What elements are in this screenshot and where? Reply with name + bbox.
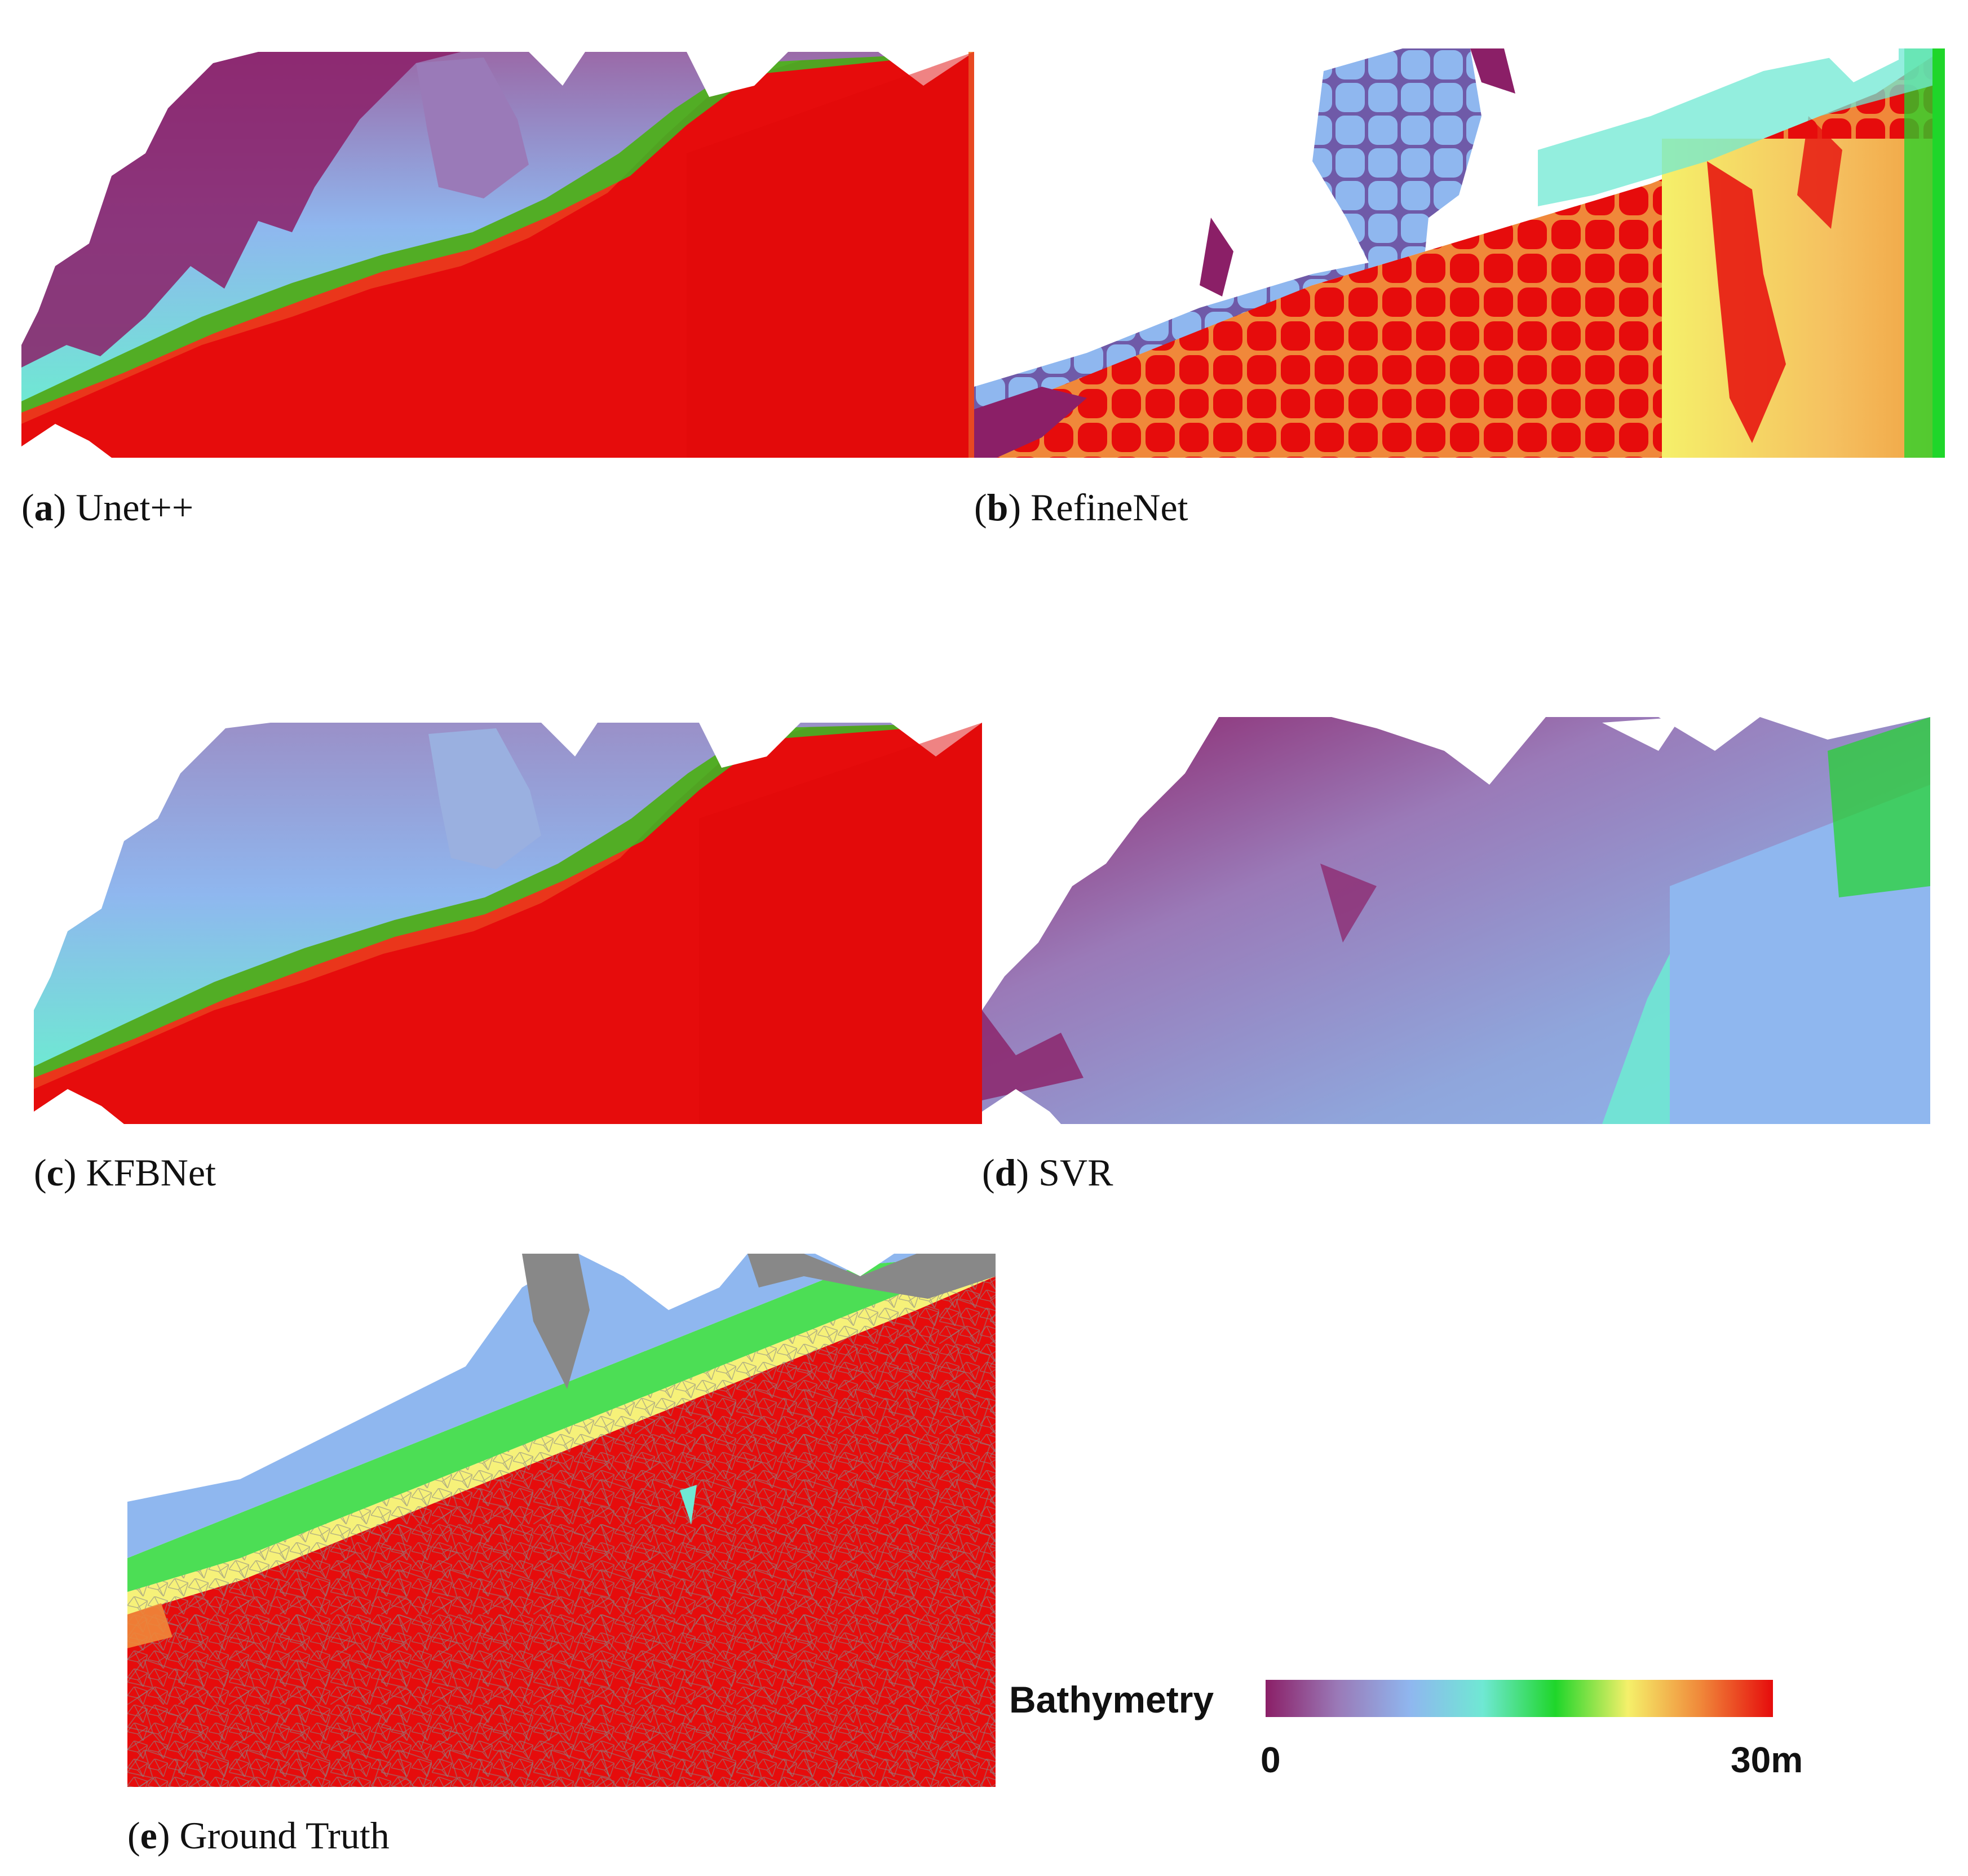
legend-title: Bathymetry — [1009, 1679, 1214, 1720]
map-panel-refinenet — [974, 48, 1945, 458]
colorbar-min-label: 0 — [1261, 1740, 1281, 1780]
bathymetry-map-svr — [982, 717, 1930, 1124]
bathymetry-map-refinenet — [974, 48, 1945, 458]
bathymetry-map-ground-truth — [127, 1254, 996, 1787]
bathymetry-map-kfbnet — [34, 723, 982, 1124]
colorbar — [1266, 1680, 1773, 1717]
map-panel-svr — [982, 717, 1930, 1124]
colorbar-max-label: 30m — [1731, 1740, 1803, 1780]
map-panel-unetpp — [21, 52, 974, 458]
caption-e: (e) Ground Truth — [127, 1814, 390, 1857]
caption-a: (a) Unet++ — [21, 486, 194, 529]
caption-d: (d) SVR — [982, 1151, 1113, 1194]
caption-b: (b) RefineNet — [974, 486, 1188, 529]
map-panel-ground-truth — [127, 1254, 996, 1787]
bathymetry-map-unetpp — [21, 52, 974, 458]
map-panel-kfbnet — [34, 723, 982, 1124]
caption-c: (c) KFBNet — [34, 1151, 216, 1194]
